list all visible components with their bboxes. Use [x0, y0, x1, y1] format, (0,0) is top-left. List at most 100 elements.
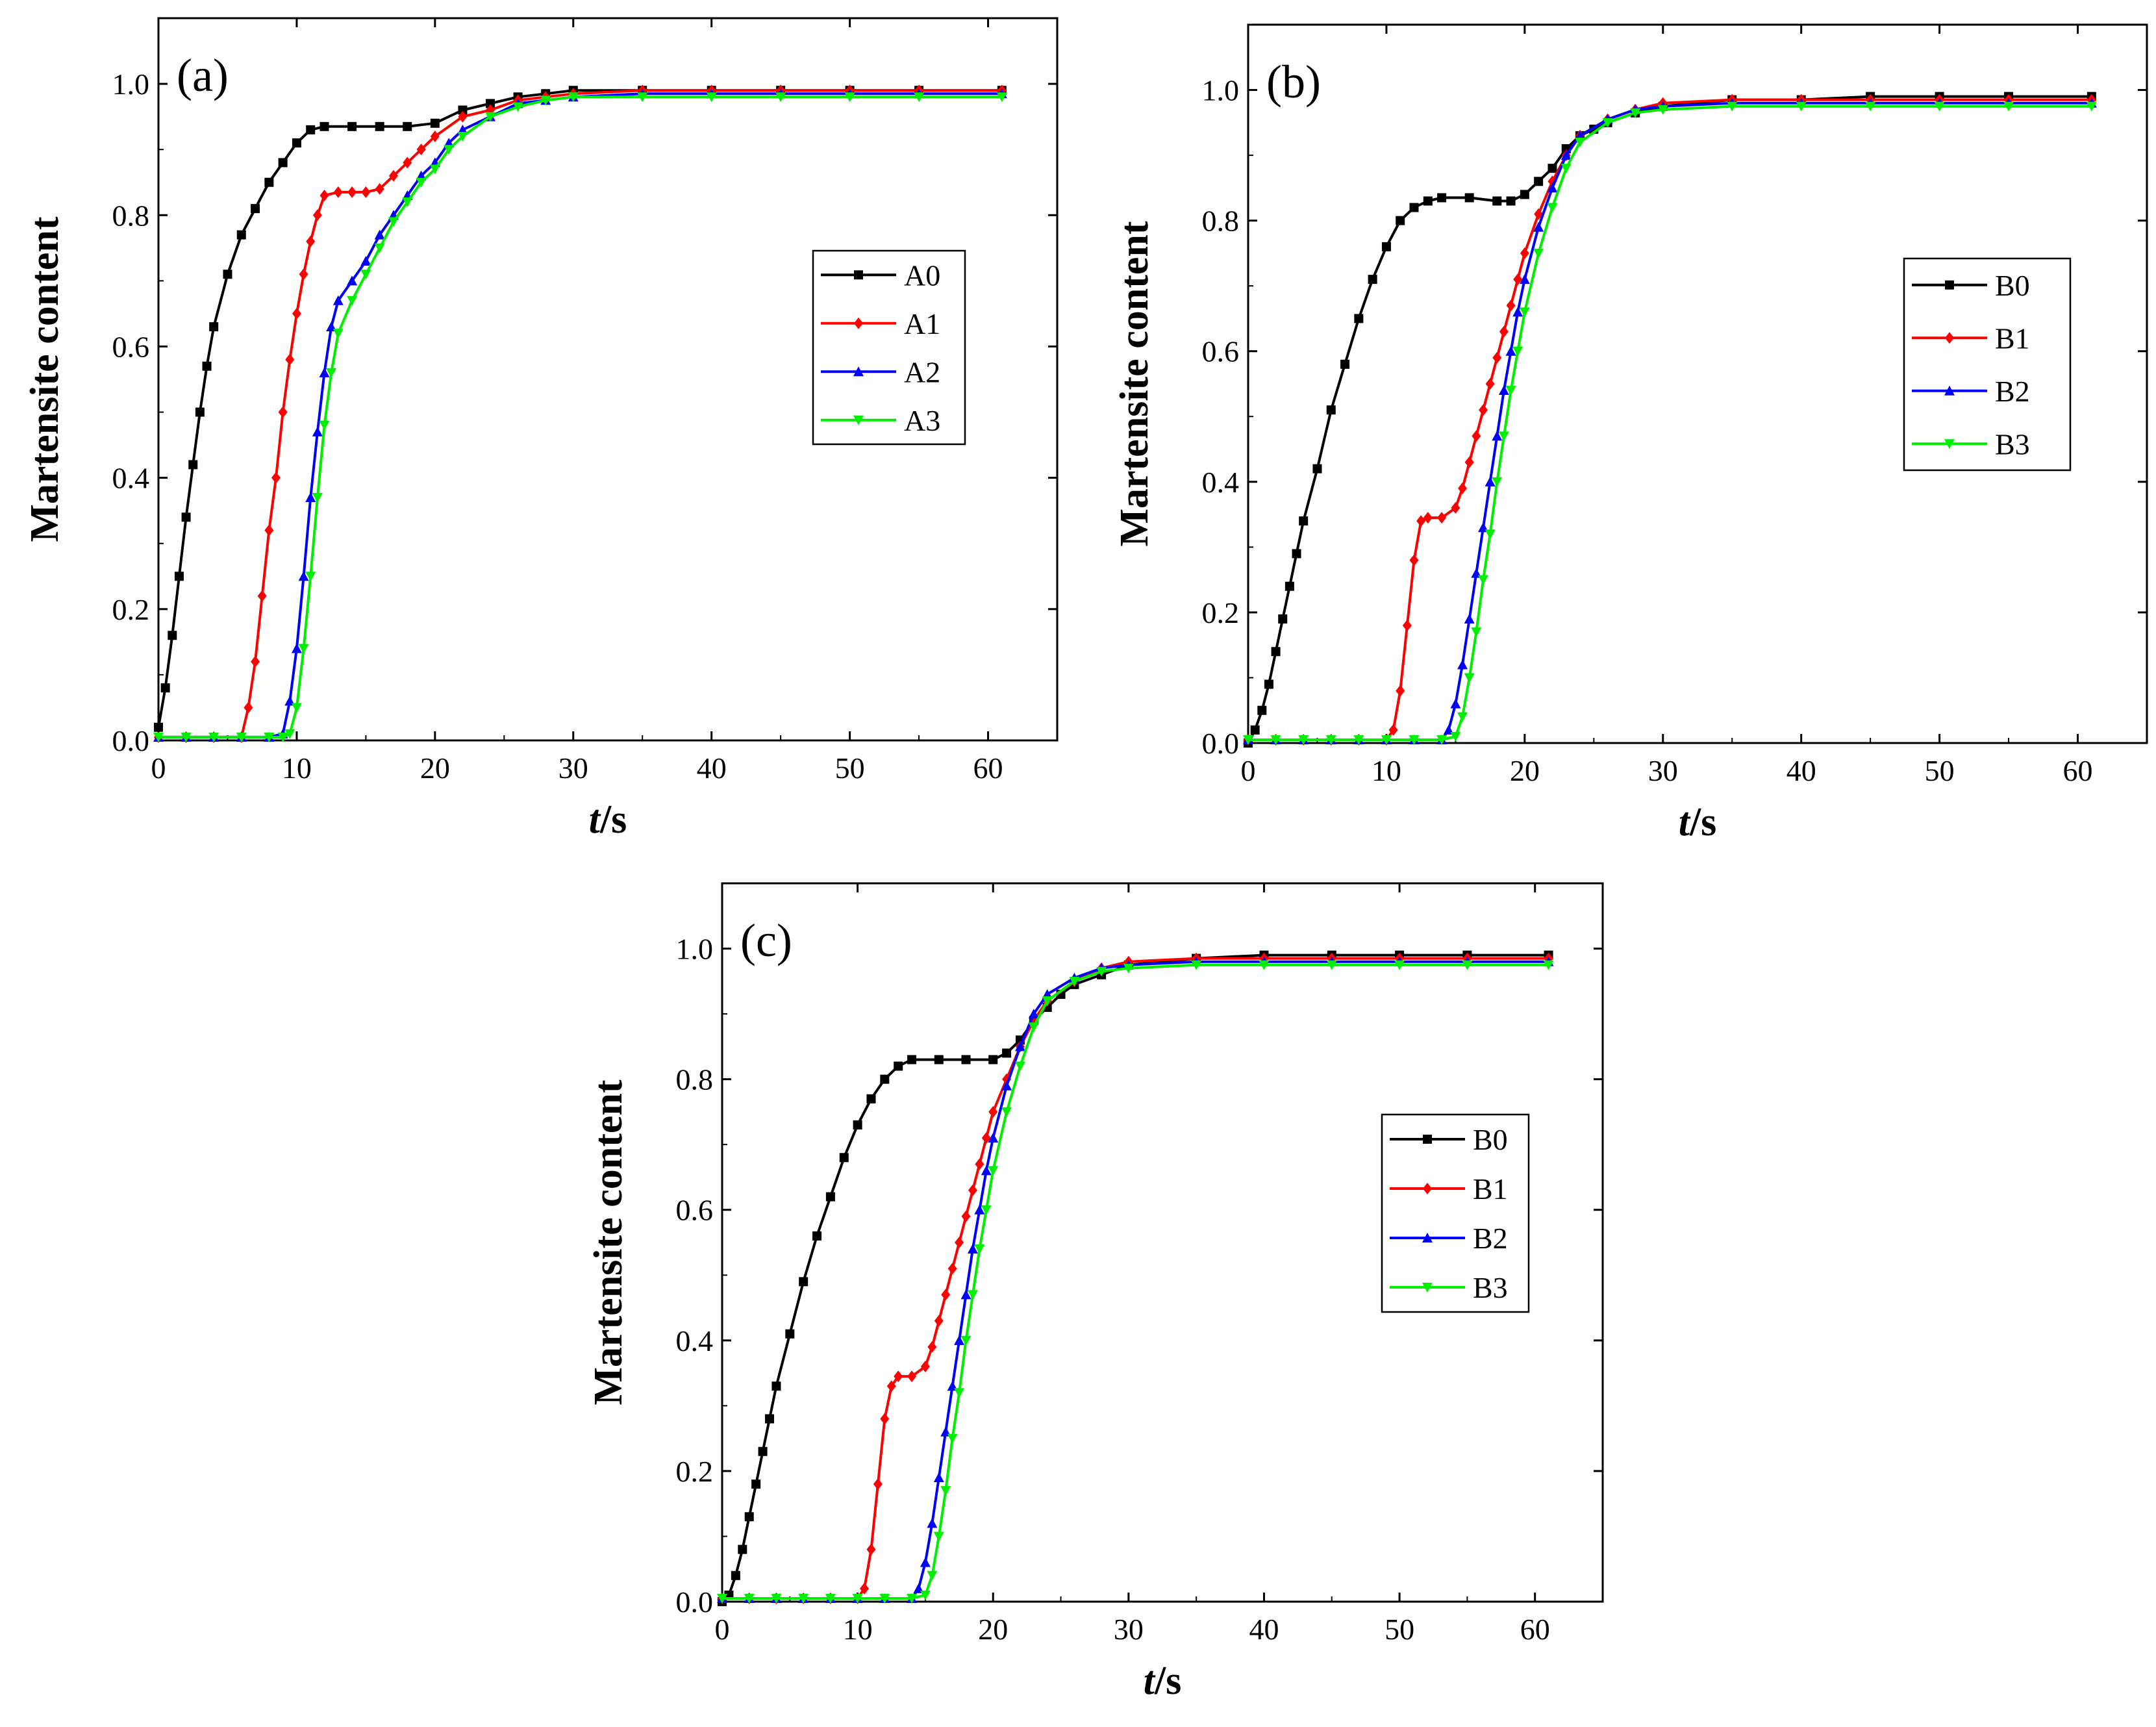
data-point: [1512, 307, 1523, 317]
y-tick-label: 0.0: [676, 1585, 714, 1619]
data-point: [332, 329, 344, 339]
legend-label: B2: [1473, 1222, 1508, 1255]
data-point: [320, 189, 329, 201]
data-point: [1485, 378, 1495, 390]
legend-item-A1: A1: [821, 307, 940, 340]
data-point: [731, 1570, 740, 1580]
legend-box: [1381, 1113, 1530, 1313]
data-point: [333, 186, 343, 198]
data-point: [1394, 960, 1405, 970]
data-point: [485, 112, 496, 122]
data-point: [1513, 273, 1523, 286]
data-point: [305, 492, 316, 502]
data-point: [1299, 516, 1309, 526]
data-point: [444, 145, 455, 155]
data-point: [486, 99, 495, 108]
data-point: [540, 95, 551, 106]
data-point: [181, 512, 191, 522]
data-point: [403, 157, 412, 169]
data-point: [347, 121, 357, 131]
data-point: [1506, 196, 1516, 206]
data-point: [1547, 183, 1558, 193]
data-point: [1381, 735, 1392, 745]
data-point: [1630, 108, 1641, 118]
data-point: [160, 683, 170, 693]
data-point: [347, 186, 357, 198]
data-point: [458, 105, 468, 115]
data-point: [1464, 613, 1475, 624]
legend-swatch-marker: [1422, 1233, 1433, 1242]
data-point: [1354, 314, 1364, 323]
data-point: [907, 1370, 917, 1383]
data-point: [880, 1074, 890, 1084]
data-point: [312, 426, 323, 436]
legend-box: [1903, 257, 2072, 472]
data-point: [1423, 196, 1433, 206]
data-point: [1285, 581, 1294, 591]
data-point: [319, 420, 330, 431]
series-line: [722, 963, 1549, 1600]
y-tick-label: 0.6: [1202, 335, 1240, 368]
data-point: [825, 1593, 836, 1604]
series-line: [1248, 105, 2092, 741]
data-point: [1402, 620, 1412, 632]
data-point: [1464, 456, 1474, 468]
x-tick-label: 20: [978, 1613, 1008, 1646]
data-point: [347, 275, 358, 286]
data-point: [1934, 101, 1945, 112]
y-tick-label: 0.4: [676, 1324, 714, 1357]
x-axis-title: t/s: [1144, 1659, 1182, 1703]
legend-swatch-marker: [1945, 332, 1954, 344]
data-point: [1512, 346, 1523, 357]
data-point: [251, 204, 260, 214]
data-point: [277, 732, 288, 742]
data-point: [1014, 1041, 1025, 1052]
plot-frame: [721, 882, 1604, 1603]
data-point: [1340, 359, 1350, 369]
data-point: [430, 130, 440, 142]
legend-label: B0: [1995, 269, 2030, 302]
data-point: [457, 131, 468, 142]
data-point: [1451, 502, 1460, 514]
panel-label: (b): [1266, 56, 1321, 108]
legend-item-A3: A3: [821, 404, 940, 437]
data-point: [954, 1388, 965, 1398]
data-point: [637, 92, 648, 103]
data-point: [332, 295, 344, 305]
data-point: [907, 1055, 917, 1065]
data-point: [181, 732, 192, 742]
data-point: [320, 121, 329, 131]
data-point: [947, 1433, 958, 1444]
data-point: [866, 1094, 876, 1103]
data-point: [852, 1593, 863, 1604]
legend-item-B1: B1: [1912, 321, 2030, 355]
data-point: [920, 1590, 931, 1600]
x-tick-label: 0: [1241, 754, 1256, 787]
y-tick-label: 0.6: [112, 330, 150, 363]
data-point: [402, 197, 413, 208]
data-point: [208, 732, 219, 742]
y-tick-label: 0.6: [676, 1194, 714, 1227]
data-point: [873, 1478, 883, 1491]
x-tick-label: 10: [843, 1613, 873, 1646]
data-point: [927, 1341, 937, 1353]
y-tick-label: 0.0: [1202, 727, 1240, 760]
data-point: [154, 722, 163, 732]
x-tick-label: 30: [558, 751, 588, 785]
data-point: [416, 144, 426, 156]
data-point: [251, 655, 260, 668]
data-point: [785, 1329, 795, 1339]
data-point: [1396, 216, 1405, 225]
y-tick-label: 0.4: [112, 462, 150, 495]
data-point: [326, 368, 337, 378]
legend-label: A3: [904, 404, 940, 437]
data-point: [291, 703, 302, 713]
data-point: [153, 732, 164, 742]
data-point: [1257, 705, 1267, 715]
data-point: [1498, 385, 1509, 396]
data-point: [967, 1244, 978, 1254]
data-point: [1602, 118, 1613, 128]
series-A3: [153, 92, 1007, 742]
data-point: [1492, 196, 1502, 206]
y-tick-label: 0.0: [112, 724, 150, 757]
